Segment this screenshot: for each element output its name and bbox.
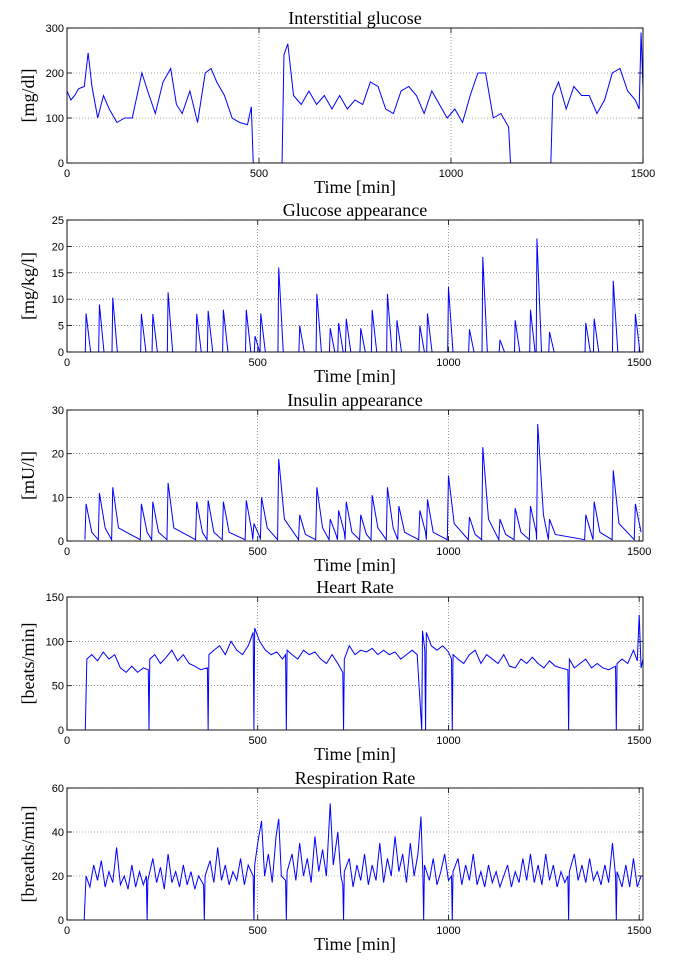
data-line (67, 32, 643, 163)
y-tick-label: 0 (58, 915, 64, 927)
data-line (84, 423, 642, 541)
x-axis-label: Time [min] (314, 177, 396, 197)
chart-title: Glucose appearance (283, 200, 427, 220)
y-tick-label: 20 (52, 871, 64, 883)
y-tick-label: 100 (46, 113, 64, 125)
axes-box (66, 409, 644, 542)
axes-box (66, 787, 644, 921)
x-tick-label: 500 (249, 546, 267, 558)
panel: 0 500 1000 1500 0 100 200 300 Interstitial gluco… (18, 8, 655, 197)
plot-area (67, 597, 643, 730)
axes-box (66, 596, 644, 731)
y-tick-label: 0 (58, 536, 64, 548)
y-tick-label: 15 (52, 268, 64, 280)
y-tick-label: 100 (46, 636, 64, 648)
y-tick-label: 150 (46, 592, 64, 604)
y-tick-label: 5 (58, 321, 64, 333)
panel: 0 500 1000 1500 0 5 10 15 20 25 Glucose appearance… (18, 200, 651, 386)
x-tick-label: 0 (64, 168, 70, 180)
x-axis-label: Time [min] (314, 555, 396, 575)
panel: 0 500 1000 1500 0 10 20 30 Insulin appearance Tim… (18, 390, 651, 575)
y-axis-label: [mU/l] (18, 451, 38, 500)
y-tick-label: 300 (46, 23, 64, 35)
y-tick-label: 25 (52, 215, 64, 227)
x-tick-label: 1500 (627, 735, 651, 747)
y-tick-label: 20 (52, 449, 64, 461)
y-tick-label: 50 (52, 681, 64, 693)
y-tick-label: 60 (52, 783, 64, 795)
x-tick-label: 0 (64, 357, 70, 369)
panel: 0 500 1000 1500 0 20 40 60 Respiration Rate Time … (18, 768, 651, 954)
x-axis-label: Time [min] (314, 934, 396, 954)
chart-title: Interstitial glucose (288, 8, 421, 28)
x-axis-label: Time [min] (314, 366, 396, 386)
y-tick-label: 200 (46, 68, 64, 80)
x-tick-label: 1000 (436, 925, 460, 937)
y-tick-label: 20 (52, 241, 64, 253)
x-tick-label: 0 (64, 735, 70, 747)
plot-area (67, 28, 643, 163)
chart-title: Insulin appearance (287, 390, 422, 410)
chart-title: Respiration Rate (295, 768, 415, 788)
x-tick-label: 1500 (627, 925, 651, 937)
x-axis-label: Time [min] (314, 744, 396, 764)
plot-area (67, 220, 643, 352)
chart-title: Heart Rate (316, 577, 393, 597)
y-axis-label: [breaths/min] (18, 806, 38, 903)
y-tick-label: 30 (52, 405, 64, 417)
x-tick-label: 0 (64, 546, 70, 558)
data-line (84, 614, 643, 730)
data-line (83, 803, 642, 920)
y-tick-label: 40 (52, 827, 64, 839)
x-tick-label: 1000 (436, 735, 460, 747)
x-tick-label: 500 (249, 925, 267, 937)
plot-area (67, 410, 643, 541)
axes-box (66, 219, 644, 353)
x-tick-label: 1000 (439, 168, 463, 180)
y-axis-label: [beats/min] (18, 623, 38, 705)
x-tick-label: 1500 (627, 357, 651, 369)
x-tick-label: 1500 (631, 168, 655, 180)
x-tick-label: 1500 (627, 546, 651, 558)
x-tick-label: 1000 (436, 546, 460, 558)
x-tick-label: 0 (64, 925, 70, 937)
y-axis-label: [mg/kg/l] (18, 252, 38, 320)
plot-area (67, 788, 643, 920)
x-tick-label: 500 (249, 735, 267, 747)
x-tick-label: 1000 (436, 357, 460, 369)
y-axis-label: [mg/dl] (18, 69, 38, 123)
y-tick-label: 0 (58, 158, 64, 170)
y-tick-label: 0 (58, 725, 64, 737)
y-tick-label: 10 (52, 492, 64, 504)
y-tick-label: 10 (52, 294, 64, 306)
y-tick-label: 0 (58, 347, 64, 359)
x-tick-label: 500 (250, 168, 268, 180)
panel: 0 500 1000 1500 0 50 100 150 Heart Rate Time [min… (18, 577, 651, 764)
x-tick-label: 500 (249, 357, 267, 369)
axes-box (66, 27, 644, 164)
